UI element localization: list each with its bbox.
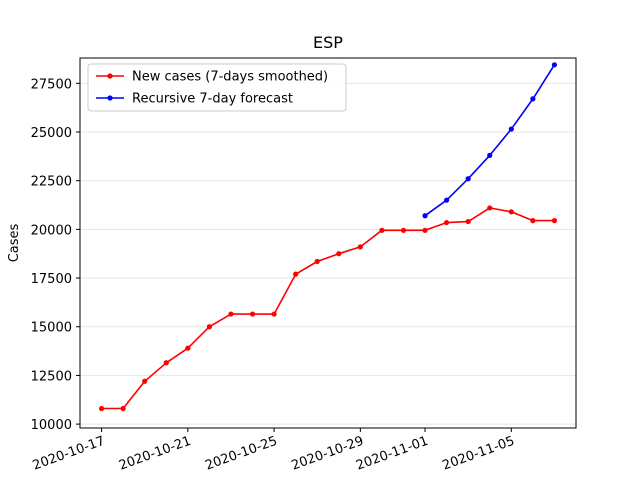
chart-title: ESP <box>313 33 343 52</box>
data-point <box>271 311 277 317</box>
data-point <box>206 324 212 330</box>
legend-box <box>87 63 347 112</box>
data-point <box>400 227 407 233</box>
y-tick-label: 17500 <box>31 272 72 287</box>
data-point <box>422 213 428 219</box>
legend-swatch-marker <box>107 73 113 79</box>
legend-label: New cases (7-days smoothed) <box>132 70 328 85</box>
y-tick-label: 22500 <box>31 175 72 190</box>
data-point <box>465 176 471 182</box>
data-point <box>249 311 256 317</box>
y-tick-label: 27500 <box>31 77 72 92</box>
data-point <box>163 360 169 366</box>
data-point <box>487 205 493 211</box>
data-point <box>314 258 320 265</box>
legend: New cases (7-days smoothed) Recursive 7-d… <box>87 63 347 112</box>
legend-swatch-marker <box>107 95 113 101</box>
data-point <box>120 405 126 412</box>
data-point <box>293 271 299 277</box>
y-tick-label: 15000 <box>31 321 72 336</box>
data-point <box>98 405 105 412</box>
y-axis-label: Cases <box>7 223 22 262</box>
y-tick-label: 25000 <box>31 126 72 141</box>
series-layer <box>98 62 558 412</box>
data-point <box>465 218 471 225</box>
data-point <box>487 152 493 158</box>
data-point <box>530 96 536 102</box>
data-point <box>379 227 385 233</box>
data-point <box>185 345 191 351</box>
data-point <box>508 209 514 215</box>
data-point <box>530 218 536 224</box>
plot-frame <box>79 57 577 429</box>
data-point <box>444 197 450 203</box>
data-point <box>422 227 428 233</box>
data-point <box>551 218 558 224</box>
data-point <box>508 126 514 132</box>
data-point <box>551 62 558 68</box>
y-axis: 10000 12500 15000 17500 20000 22500 25000 27500 <box>31 77 80 433</box>
legend-label: Recursive 7-day forecast <box>132 92 293 107</box>
series-line <box>101 207 555 410</box>
data-point <box>336 251 342 257</box>
data-point <box>444 219 450 226</box>
data-point <box>357 244 363 250</box>
y-tick-label: 10000 <box>31 418 72 433</box>
y-tick-label: 12500 <box>31 369 72 384</box>
y-tick-label: 20000 <box>31 223 72 238</box>
data-point <box>228 311 234 317</box>
data-point <box>142 378 148 384</box>
